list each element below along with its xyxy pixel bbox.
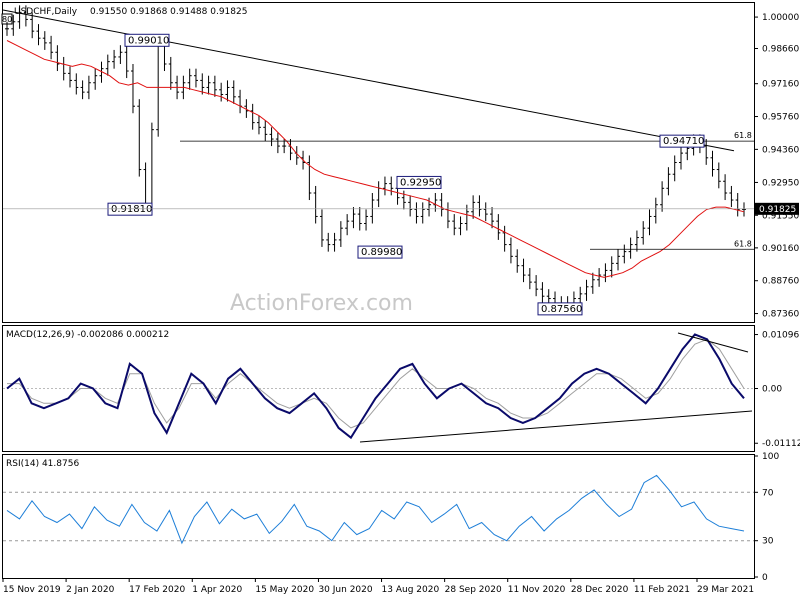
price-tick-label: 0.88760 [762,277,799,287]
rsi-line [6,474,745,545]
axis-layer: 1.00000 0.98660 0.97160 0.95760 0.94360 0.929… [2,13,800,595]
price-tick-label: 0.97160 [762,80,799,90]
moving-average-line [6,40,745,278]
macd-tick-label: 0.00 [762,385,782,395]
x-tick-label: 29 Mar 2021 [697,585,754,595]
price-label-box [357,245,403,259]
fib-level-label: 61.8 [734,131,752,140]
x-tick-label: 15 Nov 2019 [3,585,61,595]
x-tick-label: 30 Jun 2020 [318,585,372,595]
price-tick-label: 0.91550 [762,211,799,221]
price-tick-label: 0.98660 [762,45,799,55]
price-panel-frame [2,2,755,323]
price-label-box [107,202,153,216]
x-tick-label: 13 Aug 2020 [382,585,440,595]
x-tick-label: 1 Apr 2020 [192,585,242,595]
macd-support-trendline [359,410,753,443]
rsi-tick-label: 100 [762,452,779,462]
price-label-text: 0.92950 [400,177,441,188]
price-tick-label: 0.95760 [762,113,799,123]
current-price-box [755,202,799,215]
macd-tick-label: -0.011127 [762,439,800,449]
fib-level-label: 61.8 [734,239,752,248]
ohlc-header: 0.91550 0.91868 0.91488 0.91825 [90,7,247,17]
macd-signal-line [7,338,745,429]
rsi-tick-label: 70 [762,488,774,498]
price-label-text: 0.89980 [361,247,402,258]
watermark: ActionForex.com [230,291,413,316]
price-tick-label: 0.87360 [762,310,799,320]
rsi-tick-label: 30 [762,537,774,547]
x-tick-label: 2 Jan 2020 [66,585,114,595]
price-label-box [659,134,705,148]
x-tick-label: 11 Feb 2021 [634,585,690,595]
price-label-box [396,175,442,189]
price-label-text: 0.94710 [663,136,704,147]
x-tick-label: 11 Nov 2020 [508,585,566,595]
macd-tick-label: 0.010967 [762,331,800,341]
left-edge-label: 80 [2,15,12,24]
price-label-text: 0.91810 [111,204,152,215]
current-price-label: 0.91825 [759,205,796,215]
price-label-box [537,302,583,316]
x-tick-label: 28 Sep 2020 [445,585,502,595]
x-tick-label: 28 Dec 2020 [571,585,629,595]
price-label-text: 0.87560 [541,304,582,315]
rsi-panel-frame [2,454,755,579]
macd-header: MACD(12,26,9) -0.002086 0.000212 [6,330,169,340]
rsi-header: RSI(14) 41.8756 [6,459,79,469]
symbol-header: USDCHF,Daily [14,7,78,17]
price-label-text: 0.99010 [128,35,169,46]
macd-line [6,333,745,440]
rsi-tick-label: 0 [762,573,768,583]
price-tick-label: 1.00000 [762,13,799,23]
price-label-box [124,33,170,47]
price-layer: 61.8 61.8 0.99010 0.91810 0.89980 0.92950 0.87… [2,5,754,316]
trendline [2,9,735,152]
price-tick-label: 0.94360 [762,145,799,155]
macd-resistance-trendline [677,332,749,353]
price-tick-label: 0.90160 [762,244,799,254]
price-tick-label: 0.92950 [762,178,799,188]
rsi-layer [3,474,754,545]
x-tick-label: 15 May 2020 [255,585,314,595]
x-tick-label: 17 Feb 2020 [129,585,185,595]
macd-layer [3,332,754,443]
